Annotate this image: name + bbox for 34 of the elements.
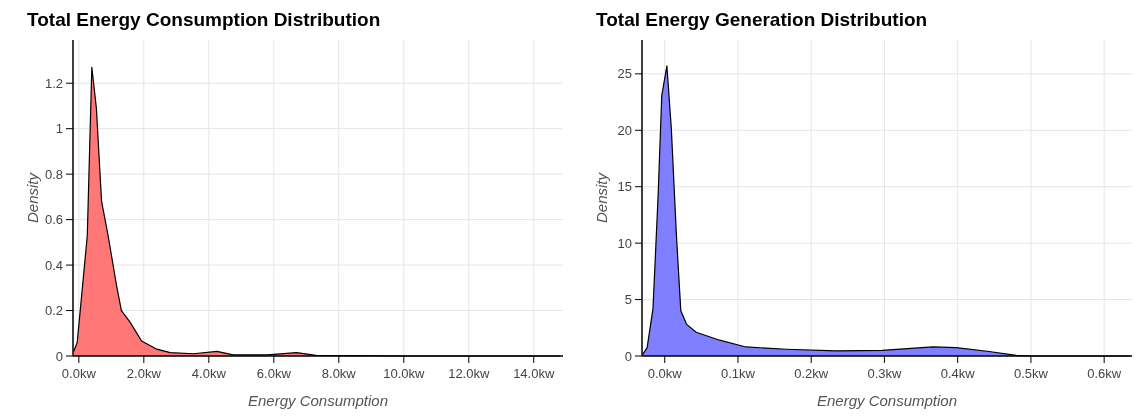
- x-axis-title: Energy Consumption: [247, 392, 389, 409]
- x-tick-label: 0.4kw: [940, 366, 976, 381]
- y-tick-label: 20: [617, 122, 632, 138]
- y-axis-title: Density: [24, 171, 41, 224]
- x-tick-label: 0.0kw: [61, 366, 97, 381]
- x-tick-label: 0.2kw: [794, 366, 829, 381]
- x-tick-label: 0.6kw: [1087, 366, 1122, 381]
- y-axis-title: Density: [593, 171, 610, 224]
- x-tick-label: 0.5kw: [1013, 366, 1049, 381]
- y-tick-label: 0: [55, 348, 63, 364]
- y-tick-label: 5: [624, 292, 632, 308]
- x-tick-label: 12.0kw: [448, 366, 490, 381]
- y-tick-label: 1: [55, 121, 63, 137]
- x-tick-label: 14.0kw: [513, 366, 555, 381]
- y-tick-label: 25: [617, 66, 632, 82]
- y-tick-label: 0: [624, 348, 632, 364]
- x-tick-label: 0.1kw: [720, 366, 756, 381]
- x-tick-label: 0.0kw: [647, 366, 683, 381]
- x-tick-label: 4.0kw: [191, 366, 227, 381]
- x-axis-title: Energy Consumption: [816, 392, 958, 409]
- y-tick-label: 0.2: [44, 303, 63, 319]
- x-tick-label: 6.0kw: [256, 366, 292, 381]
- y-tick-label: 0.6: [44, 212, 63, 228]
- x-tick-label: 8.0kw: [321, 366, 357, 381]
- chart-title: Total Energy Consumption Distribution: [27, 9, 381, 30]
- chart-title: Total Energy Generation Distribution: [596, 9, 928, 30]
- y-tick-label: 15: [617, 179, 632, 195]
- y-tick-label: 0.8: [44, 166, 63, 182]
- x-tick-label: 0.3kw: [867, 366, 903, 381]
- y-tick-label: 1.2: [44, 75, 63, 91]
- y-tick-label: 10: [617, 235, 632, 251]
- x-tick-label: 10.0kw: [383, 366, 425, 381]
- y-tick-label: 0.4: [44, 257, 63, 273]
- x-tick-label: 2.0kw: [126, 366, 162, 381]
